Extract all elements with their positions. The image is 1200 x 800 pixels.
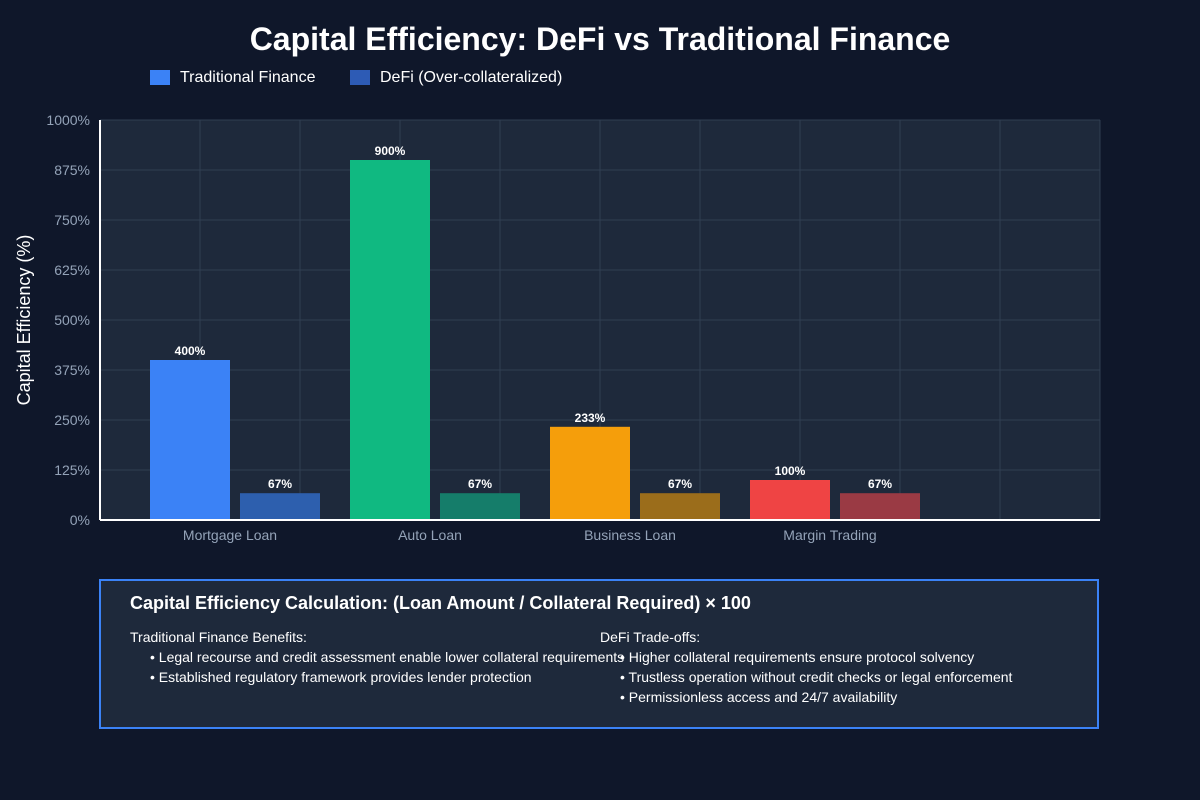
data-label: 67% [668,477,692,491]
bar-traditional-3 [750,480,830,520]
y-tick-label: 875% [54,162,90,178]
bar-defi-1 [440,493,520,520]
legend-label-traditional: Traditional Finance [180,69,316,86]
y-tick-label: 0% [70,512,90,528]
y-tick-label: 500% [54,312,90,328]
y-tick-label: 125% [54,462,90,478]
data-label: 67% [468,477,492,491]
list-item: • Trustless operation without credit che… [620,669,1013,685]
x-tick-label: Mortgage Loan [183,527,277,543]
y-tick-label: 625% [54,262,90,278]
y-tick-label: 1000% [46,112,90,128]
x-tick-label: Margin Trading [783,527,876,543]
defi-tradeoffs-heading: DeFi Trade-offs: [600,629,701,645]
data-label: 67% [268,477,292,491]
x-tick-label: Auto Loan [398,527,462,543]
y-tick-label: 375% [54,362,90,378]
capital-efficiency-chart: Capital Efficiency: DeFi vs Traditional … [14,21,1101,543]
list-item: • Higher collateral requirements ensure … [620,649,975,665]
y-tick-label: 250% [54,412,90,428]
legend: Traditional Finance DeFi (Over-collatera… [150,69,562,86]
data-label: 67% [868,477,892,491]
info-title: Capital Efficiency Calculation: (Loan Am… [130,593,751,613]
data-label: 400% [175,344,206,358]
y-tick-label: 750% [54,212,90,228]
data-label: 233% [575,411,606,425]
bars: 400% 67% 900% 67% 233% 67% 100% 67% [150,144,920,520]
bar-defi-0 [240,493,320,520]
bar-traditional-0 [150,360,230,520]
calculation-info-box: Capital Efficiency Calculation: (Loan Am… [99,579,1099,729]
y-axis-ticks: 0% 125% 250% 375% 500% 625% 750% 875% 1000% [46,112,90,528]
list-item: • Legal recourse and credit assessment e… [150,649,625,665]
x-axis-categories: Mortgage Loan Auto Loan Business Loan Margi… [183,527,877,543]
bar-defi-2 [640,493,720,520]
data-label: 100% [775,464,806,478]
data-label: 900% [375,144,406,158]
legend-swatch-defi [350,70,370,85]
chart-title: Capital Efficiency: DeFi vs Traditional … [250,21,951,57]
x-tick-label: Business Loan [584,527,676,543]
y-axis-label: Capital Efficiency (%) [14,235,34,406]
bar-traditional-1 [350,160,430,520]
bar-traditional-2 [550,426,630,520]
traditional-benefits: Traditional Finance Benefits: • Legal re… [130,627,624,687]
bar-defi-3 [840,493,920,520]
list-item: • Permissionless access and 24/7 availab… [620,689,898,705]
list-item: • Established regulatory framework provi… [150,669,532,685]
traditional-benefits-heading: Traditional Finance Benefits: [130,629,307,645]
legend-label-defi: DeFi (Over-collateralized) [380,69,562,86]
defi-tradeoffs: DeFi Trade-offs: • Higher collateral req… [600,627,1012,707]
legend-swatch-traditional [150,70,170,85]
